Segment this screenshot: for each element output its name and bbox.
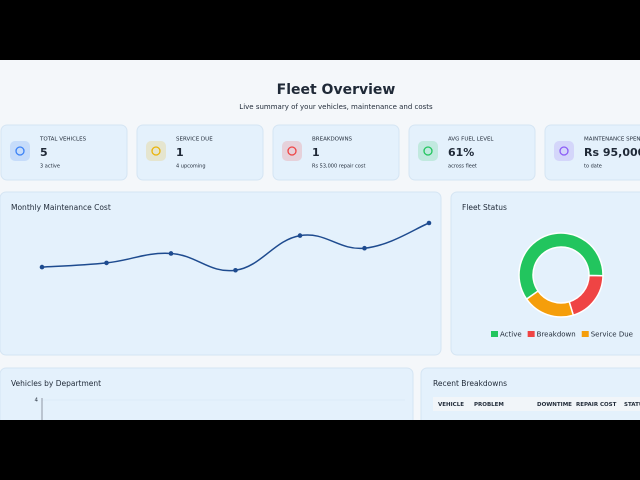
kpi-sub: across fleet (448, 164, 477, 170)
kpi-row: TOTAL VEHICLES 5 3 active SERVICE DUE 1 4 upc… (0, 124, 640, 181)
card (450, 191, 640, 356)
kpi-card (136, 124, 264, 181)
point (426, 220, 432, 226)
column-header: STATUS (624, 402, 640, 408)
page-subtitle: Live summary of your vehicles, maintenan… (239, 103, 433, 111)
card-title: Fleet Status (462, 203, 507, 212)
kpi-value: Rs 95,000 (584, 146, 640, 159)
kpi-label: AVG FUEL LEVEL (448, 137, 494, 143)
table-header (433, 397, 640, 411)
card-title: Recent Breakdowns (433, 379, 507, 388)
letterbox (0, 420, 640, 480)
kpi-value: 1 (176, 146, 184, 159)
kpi-sub: Rs 53,000 repair cost (312, 164, 365, 170)
kpi-icon-glyph (559, 146, 569, 156)
kpi-icon (10, 141, 30, 161)
point (362, 245, 367, 251)
y-tick-label: 4 (35, 398, 39, 404)
column-header: REPAIR COST (576, 402, 617, 408)
kpi-label: BREAKDOWNS (312, 137, 353, 143)
card (0, 191, 442, 356)
letterbox (0, 0, 640, 60)
kpi-sub: 4 upcoming (176, 164, 206, 170)
kpi-sub: to date (584, 164, 602, 170)
column-header: PROBLEM (474, 402, 504, 408)
kpi-label: TOTAL VEHICLES (39, 137, 87, 143)
kpi-icon (146, 141, 166, 161)
line-chart (39, 220, 432, 273)
point (168, 251, 174, 256)
kpi-label: SERVICE DUE (176, 137, 213, 143)
kpi-icon (554, 141, 574, 161)
legend-label: Service Due (591, 331, 633, 339)
table: VEHICLE PROBLEM DOWNTIME REPAIR COST STATUS (438, 402, 640, 408)
kpi-value: 61% (448, 146, 474, 159)
kpi-card (272, 124, 400, 181)
donut-segment (518, 232, 604, 301)
point (104, 260, 109, 266)
kpi-icon-glyph (15, 146, 25, 156)
page-title: Fleet Overview (277, 82, 396, 98)
kpi-sub: 3 active (40, 164, 60, 170)
kpi-icon (282, 141, 302, 161)
kpi-card (408, 124, 536, 181)
legend-label: Breakdown (537, 331, 576, 339)
legend-label: Active (500, 331, 522, 339)
donut-chart: Active Breakdown Service Due (491, 232, 633, 339)
column-header: DOWNTIME (537, 402, 572, 408)
kpi-icon (418, 141, 438, 161)
kpi-card (544, 124, 640, 181)
kpi-icon-glyph (151, 146, 161, 156)
kpi-value: 5 (40, 146, 48, 159)
point (233, 267, 238, 273)
kpi-card (0, 124, 128, 181)
legend-swatch (527, 331, 535, 337)
point (297, 233, 303, 238)
point (39, 264, 45, 270)
kpi-icon-glyph (287, 146, 297, 156)
column-header: VEHICLE (438, 402, 464, 408)
card-title: Vehicles by Department (11, 379, 101, 388)
kpi-icon-glyph (423, 146, 433, 156)
kpi-value: 1 (312, 146, 320, 159)
legend-swatch (581, 331, 589, 337)
card-title: Monthly Maintenance Cost (11, 203, 111, 212)
kpi-label: MAINTENANCE SPEND (584, 137, 640, 143)
donut-segment (525, 290, 575, 318)
legend-swatch (491, 331, 498, 337)
